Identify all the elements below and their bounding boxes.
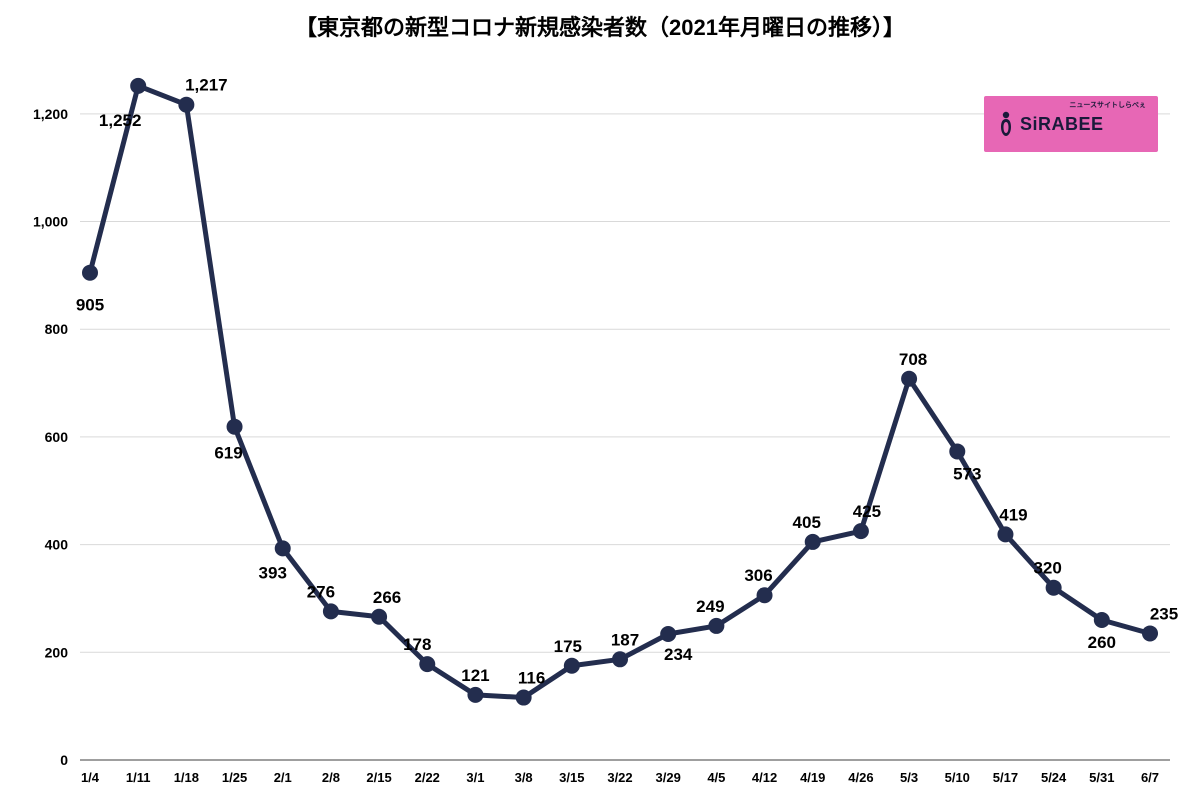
logo-text: SiRABEE [1020,114,1104,135]
svg-text:4/12: 4/12 [752,770,777,785]
svg-text:573: 573 [953,464,981,483]
svg-text:905: 905 [76,296,104,315]
svg-text:1,200: 1,200 [33,106,68,122]
svg-text:5/17: 5/17 [993,770,1018,785]
svg-text:4/26: 4/26 [848,770,873,785]
svg-text:419: 419 [999,505,1027,524]
svg-text:249: 249 [696,597,724,616]
svg-text:619: 619 [214,444,242,463]
svg-text:3/1: 3/1 [466,770,484,785]
svg-text:600: 600 [45,429,69,445]
svg-text:3/8: 3/8 [515,770,533,785]
chart-container: 【東京都の新型コロナ新規感染者数（2021年月曜日の推移）】 020040060… [0,0,1200,812]
svg-text:800: 800 [45,321,69,337]
svg-text:175: 175 [554,637,582,656]
svg-text:3/22: 3/22 [607,770,632,785]
svg-text:116: 116 [518,669,545,688]
svg-text:1,217: 1,217 [185,76,228,95]
svg-text:1,000: 1,000 [33,214,68,230]
svg-text:5/24: 5/24 [1041,770,1067,785]
svg-text:121: 121 [461,666,489,685]
svg-text:3/15: 3/15 [559,770,584,785]
svg-text:276: 276 [307,582,335,601]
svg-text:2/15: 2/15 [366,770,391,785]
svg-text:1/18: 1/18 [174,770,199,785]
svg-text:393: 393 [259,563,287,582]
svg-text:400: 400 [45,537,69,553]
svg-text:1,252: 1,252 [99,111,142,130]
logo-subtitle: ニュースサイトしらべぇ [1069,100,1146,110]
svg-text:5/10: 5/10 [945,770,970,785]
svg-text:1/4: 1/4 [81,770,100,785]
svg-text:5/31: 5/31 [1089,770,1114,785]
svg-text:2/1: 2/1 [274,770,292,785]
svg-text:1/25: 1/25 [222,770,247,785]
svg-text:1/11: 1/11 [126,770,151,785]
svg-text:260: 260 [1088,633,1116,652]
logo-icon [996,110,1016,138]
svg-text:3/29: 3/29 [656,770,681,785]
svg-text:2/8: 2/8 [322,770,340,785]
svg-text:6/7: 6/7 [1141,770,1159,785]
svg-text:2/22: 2/22 [415,770,440,785]
svg-text:4/5: 4/5 [707,770,725,785]
svg-text:425: 425 [853,502,881,521]
svg-text:4/19: 4/19 [800,770,825,785]
svg-text:234: 234 [664,645,693,664]
svg-text:235: 235 [1150,604,1178,623]
svg-text:266: 266 [373,588,401,607]
svg-text:708: 708 [899,350,927,369]
svg-text:306: 306 [744,566,772,585]
svg-text:405: 405 [793,513,821,532]
svg-text:320: 320 [1033,559,1061,578]
svg-text:5/3: 5/3 [900,770,918,785]
svg-text:200: 200 [45,644,69,660]
sirabee-logo: SiRABEE ニュースサイトしらべぇ [984,96,1158,152]
svg-text:0: 0 [60,752,68,768]
svg-text:178: 178 [403,635,431,654]
svg-text:187: 187 [611,630,639,649]
